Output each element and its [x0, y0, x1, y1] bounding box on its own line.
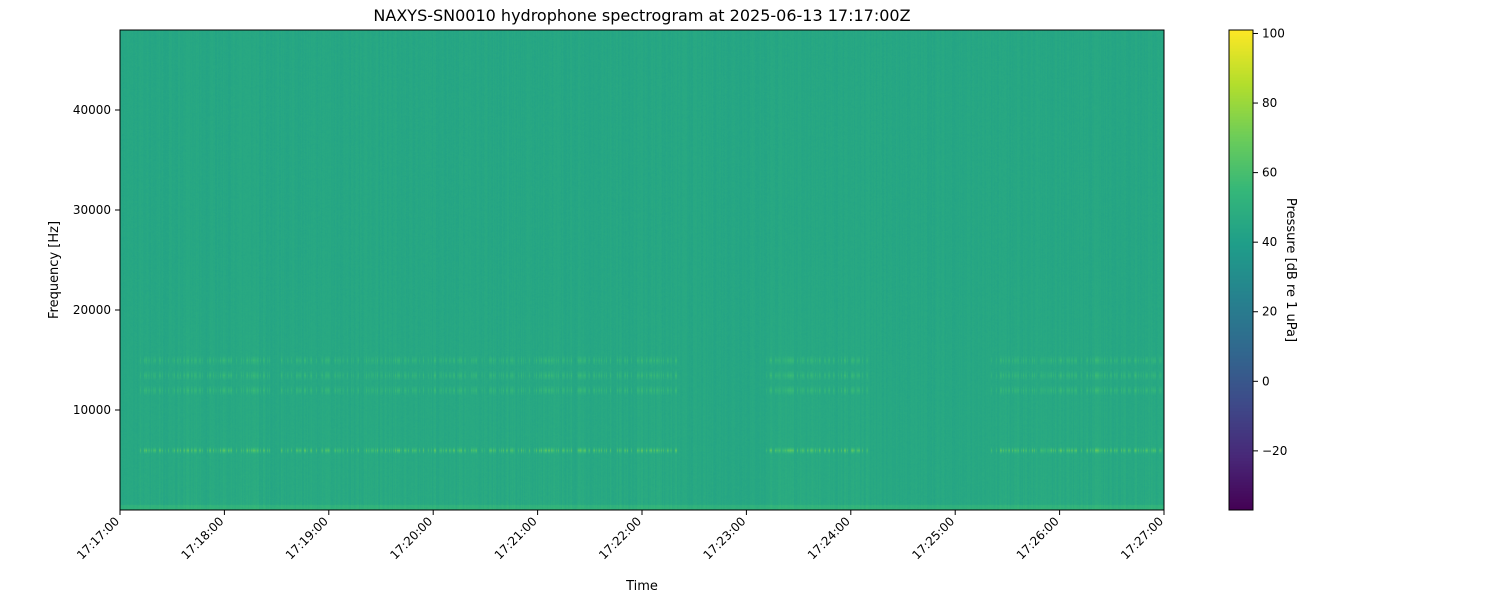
x-tick-label: 17:21:00 — [492, 514, 540, 562]
colorbar-label: Pressure [dB re 1 uPa] — [1283, 198, 1298, 342]
colorbar-tick-label: 100 — [1262, 26, 1285, 40]
colorbar-tick-label: 60 — [1262, 166, 1277, 180]
colorbar-tick-label: 20 — [1262, 305, 1277, 319]
x-tick-label: 17:23:00 — [701, 514, 749, 562]
x-axis-label: Time — [625, 579, 658, 594]
x-tick-label: 17:18:00 — [179, 514, 227, 562]
colorbar-tick-label: 40 — [1262, 235, 1277, 249]
colorbar-gradient — [1229, 30, 1253, 510]
x-tick-label: 17:17:00 — [74, 514, 122, 562]
x-tick-label: 17:20:00 — [387, 514, 435, 562]
x-tick-label: 17:19:00 — [283, 514, 331, 562]
colorbar-frame — [1228, 29, 1254, 511]
colorbar-tick-label: 80 — [1262, 96, 1277, 110]
y-tick-label: 10000 — [73, 403, 111, 417]
chart-title: NAXYS-SN0010 hydrophone spectrogram at 2… — [373, 6, 910, 25]
x-tick-label: 17:22:00 — [596, 514, 644, 562]
x-tick-label: 17:26:00 — [1014, 514, 1062, 562]
x-tick-label: 17:27:00 — [1118, 514, 1166, 562]
y-axis-label: Frequency [Hz] — [47, 221, 62, 319]
y-tick-label: 40000 — [73, 103, 111, 117]
plot-frame — [119, 29, 1165, 511]
x-tick-label: 17:24:00 — [805, 514, 853, 562]
y-tick-label: 20000 — [73, 303, 111, 317]
x-tick-label: 17:25:00 — [909, 514, 957, 562]
y-tick-label: 30000 — [73, 203, 111, 217]
colorbar-tick-label: −20 — [1262, 444, 1287, 458]
spectrogram-image — [120, 30, 1164, 510]
colorbar-tick-label: 0 — [1262, 374, 1270, 388]
